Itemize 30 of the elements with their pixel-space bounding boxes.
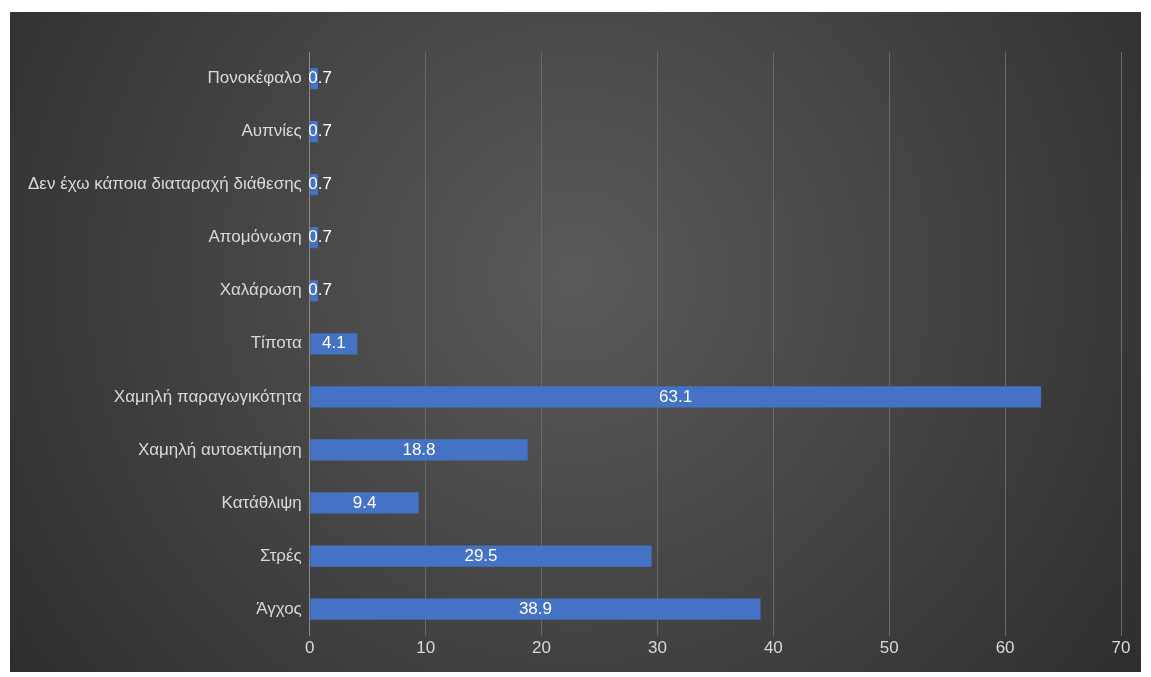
y-tick-label: Αυπνίες	[241, 121, 302, 141]
data-label: 29.5	[464, 545, 498, 565]
data-label: 38.9	[518, 598, 552, 618]
y-tick-label: Χαλάρωση	[219, 280, 302, 300]
x-tick-label: 30	[648, 638, 667, 658]
bar	[310, 386, 1042, 408]
y-tick-label: Δεν έχω κάποια διαταραχή διάθεσης	[27, 174, 302, 194]
y-tick-label: Χαμηλή αυτοεκτίμηση	[137, 439, 302, 459]
y-tick-label: Κατάθλιψη	[221, 492, 302, 512]
x-tick-label: 20	[532, 638, 552, 658]
y-tick-label: Τίποτα	[250, 333, 302, 353]
x-tick-label: 50	[879, 638, 899, 658]
x-tick-label: 0	[305, 638, 315, 658]
y-tick-label: Χαμηλή παραγωγικότητα	[113, 386, 302, 406]
bar	[310, 492, 419, 514]
x-tick-label: 40	[763, 638, 783, 658]
y-tick-label: Απομόνωση	[208, 227, 302, 247]
bar	[310, 598, 761, 620]
x-tick-label: 10	[416, 638, 436, 658]
x-tick-label: 70	[1111, 638, 1131, 658]
bar	[310, 439, 528, 461]
y-tick-label: Πονοκέφαλο	[207, 68, 302, 88]
data-label: 4.1	[321, 333, 346, 353]
x-tick-label: 60	[995, 638, 1015, 658]
y-tick-label: Στρές	[259, 545, 302, 565]
data-label: 18.8	[402, 439, 436, 459]
y-tick-label: Άγχος	[256, 598, 302, 618]
data-label: 9.4	[352, 492, 377, 512]
bar	[310, 545, 652, 567]
data-label: 63.1	[659, 386, 693, 406]
